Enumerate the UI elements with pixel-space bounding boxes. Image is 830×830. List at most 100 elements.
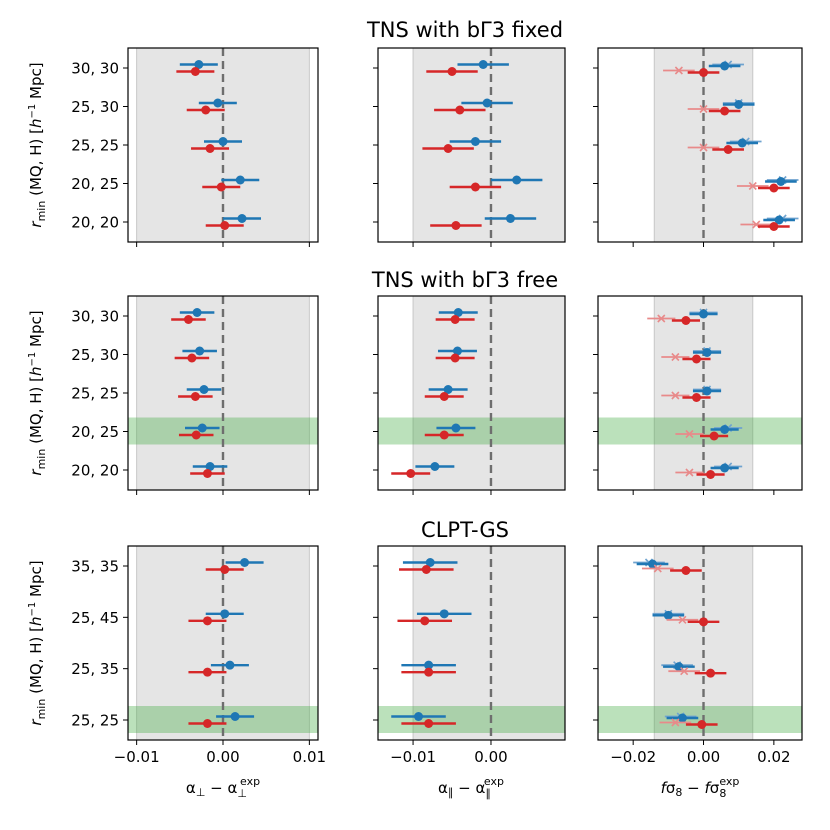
panel-r2-c1: 30, 30 25, 30 25, 25 20, 25 20, 20 [71,295,319,495]
row-title-1: TNS with bΓ3 fixed [366,18,563,42]
x-tick-label: 0.00 [474,748,507,766]
highlight-band [378,706,565,733]
red-point [187,353,197,363]
blue-point [452,346,462,356]
red-point [691,354,701,364]
shaded-range [412,47,566,243]
red-point [450,353,460,363]
red-point [697,720,707,729]
blue-point [414,712,424,721]
x-tick-label: 0.00 [206,748,239,766]
y-tick-label: 25, 25 [71,137,119,155]
red-point [220,565,230,574]
blue-point [505,214,515,223]
red-point [190,67,200,76]
red-point [443,144,453,153]
red-point [183,315,193,324]
blue-point [425,558,435,567]
red-point [447,67,457,76]
red-point [681,566,691,575]
blue-point [424,660,434,670]
panel-r1-c1: 30, 30 25, 30 25, 25 20, 25 20, 20 [71,47,319,247]
y-axis-label: rmin (MQ, H) [h−1 Mpc] [27,62,48,227]
y-tick-label: 30, 30 [71,308,119,326]
blue-point [699,309,709,319]
red-point [723,145,733,154]
blue-point [225,660,235,670]
blue-point [720,425,730,434]
pink-cross-point [748,181,757,191]
blue-point [197,423,207,433]
red-point [769,183,779,193]
pink-cross-point [680,667,689,676]
pink-cross-point [674,66,683,75]
blue-point [776,177,786,186]
pink-cross-point [671,391,680,400]
blue-point [194,60,204,69]
blue-point [439,609,449,619]
panel-frame [597,545,803,741]
pink-cross-point [685,468,694,477]
highlight-band [598,706,802,733]
shaded-range [412,295,566,491]
shaded-range [412,545,566,741]
pink-cross-point [678,615,687,624]
red-point [699,617,709,627]
x-tick-label: −0.01 [390,748,436,766]
blue-point [702,386,712,396]
red-point [216,182,226,192]
red-point [451,221,461,230]
blue-point [734,100,744,109]
y-axis-label: rmin (MQ, H) [h−1 Mpc] [27,560,48,725]
panel-r3-c1: 35, 35 25, 45 25, 35 25, 25 −0.01 0.00 0.01 [71,545,326,766]
red-point [455,105,465,115]
blue-point [663,610,673,620]
x-tick-label: 0.00 [687,748,720,766]
red-point [720,106,730,116]
red-point [709,431,719,441]
y-tick-label: 20, 25 [71,423,119,441]
red-point [691,393,701,402]
blue-point [220,609,230,619]
red-point [191,430,201,440]
red-point [706,668,716,678]
blue-point [482,98,492,108]
red-point [220,221,230,230]
blue-point [737,138,747,148]
pink-cross-point [685,429,694,439]
panel-r3-c3: −0.02 0.00 0.02 [593,545,803,766]
red-point [205,144,215,153]
x-axis-label-col1: α⊥ − α⊥exp [186,775,260,800]
blue-point [453,308,463,317]
highlight-band [378,417,565,445]
red-point [202,719,212,728]
blue-point [470,137,480,146]
row-3: rmin (MQ, H) [h−1 Mpc] 35, 35 25, 45 25, 35… [27,545,803,766]
red-point [681,316,691,325]
red-point [421,565,431,574]
x-tick-label: 0.02 [757,748,790,766]
blue-point [235,175,245,185]
y-tick-label: 25, 30 [71,346,119,364]
row-1: rmin (MQ, H) [h−1 Mpc] 30, 30 25, 30 25, 25… [27,47,803,247]
panel-r2-c3 [593,295,803,495]
pink-cross-point [699,143,708,152]
highlight-band [598,417,802,445]
y-tick-label: 25, 45 [71,609,119,627]
x-tick-label: −0.01 [114,748,160,766]
blue-point [213,98,223,108]
panel-r2-c2 [373,295,566,495]
x-axis-label-col2: α∥ − α∥exp [438,775,504,800]
y-axis-label: rmin (MQ, H) [h−1 Mpc] [27,310,48,475]
blue-point [230,712,240,721]
y-tick-label: 20, 20 [71,214,119,232]
red-point [706,470,716,479]
blue-point [512,175,522,185]
pink-cross-point [657,314,666,323]
blue-point [451,423,461,433]
red-point [190,392,200,401]
pink-cross-point [671,352,680,362]
blue-point [237,214,247,223]
blue-point [195,346,205,356]
